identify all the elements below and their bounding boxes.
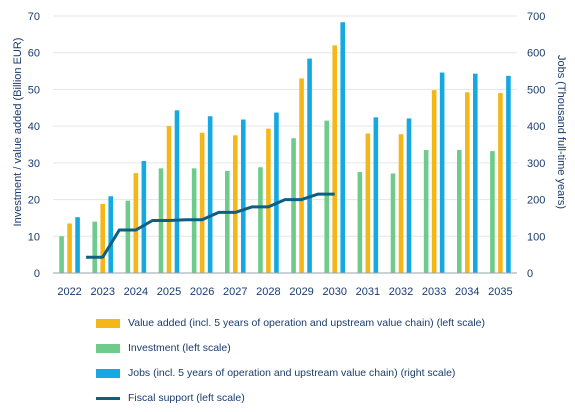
x-axis: 2022 2023 2024 2025 2026 2027 2028 2029 2030 2031… bbox=[53, 272, 517, 298]
bar-jobs bbox=[472, 73, 478, 274]
left-tick-label: 60 bbox=[28, 48, 40, 60]
bar-jobs bbox=[274, 112, 279, 274]
legend-item-jobs: Jobs (incl. 5 years of operation and ups… bbox=[96, 364, 455, 382]
x-tick-label: 2031 bbox=[356, 286, 380, 298]
bar-value-added bbox=[299, 78, 304, 274]
x-tick-label: 2035 bbox=[488, 286, 512, 298]
bar-value-added bbox=[232, 135, 238, 273]
bar-jobs bbox=[240, 119, 246, 273]
bar-value-added bbox=[100, 203, 106, 273]
bar-value-added bbox=[431, 90, 437, 273]
bar-value-added bbox=[166, 126, 172, 274]
legend-label: Value added (incl. 5 years of operation … bbox=[128, 317, 486, 329]
legend-item-value-added: Value added (incl. 5 years of operation … bbox=[96, 314, 485, 332]
bar-investment bbox=[456, 150, 462, 273]
bar-value-added bbox=[67, 223, 72, 273]
x-tick-label: 2030 bbox=[322, 286, 346, 298]
bar-value-added bbox=[464, 92, 470, 273]
left-tick-label: 70 bbox=[28, 11, 40, 23]
bar-jobs bbox=[141, 161, 147, 273]
bar-investment bbox=[224, 170, 230, 273]
legend-swatch bbox=[96, 368, 120, 378]
right-axis: 0 100 200 300 400 500 600 700 bbox=[527, 11, 545, 280]
gridlines bbox=[53, 15, 517, 274]
bar-value-added bbox=[498, 93, 503, 273]
x-tick-label: 2026 bbox=[190, 286, 214, 298]
bar-jobs bbox=[506, 75, 511, 273]
legend-item-fiscal: Fiscal support (left scale) bbox=[96, 389, 245, 407]
bar-jobs bbox=[174, 110, 180, 273]
x-tick-label: 2029 bbox=[289, 286, 313, 298]
bar-jobs bbox=[340, 22, 346, 274]
legend-label: Investment (left scale) bbox=[128, 342, 231, 354]
bar-value-added bbox=[365, 133, 371, 273]
bar-jobs bbox=[406, 118, 412, 273]
bar-jobs bbox=[439, 72, 445, 273]
bar-investment bbox=[490, 151, 495, 273]
bar-jobs bbox=[307, 58, 312, 274]
left-axis-title: Investment / value added (Billion EUR) bbox=[12, 38, 24, 227]
bar-investment bbox=[390, 173, 396, 273]
legend-swatch bbox=[96, 396, 120, 400]
bar-jobs bbox=[207, 116, 213, 273]
right-tick-label: 600 bbox=[527, 48, 545, 60]
left-tick-label: 0 bbox=[34, 268, 40, 280]
legend-swatch bbox=[96, 318, 120, 328]
x-tick-label: 2034 bbox=[455, 286, 479, 298]
right-tick-label: 100 bbox=[527, 231, 545, 243]
left-tick-label: 40 bbox=[28, 121, 40, 133]
right-tick-label: 400 bbox=[527, 121, 545, 133]
left-tick-label: 50 bbox=[28, 84, 40, 96]
left-tick-label: 20 bbox=[28, 195, 40, 207]
x-tick-label: 2027 bbox=[223, 286, 247, 298]
bar-investment bbox=[258, 167, 263, 273]
x-tick-label: 2022 bbox=[57, 286, 81, 298]
bars bbox=[59, 22, 511, 274]
x-tick-label: 2023 bbox=[90, 286, 114, 298]
bar-investment bbox=[357, 172, 363, 273]
fiscal-support-series bbox=[86, 192, 335, 259]
bar-jobs bbox=[373, 117, 379, 274]
left-tick-label: 30 bbox=[28, 158, 40, 170]
left-tick-label: 10 bbox=[28, 231, 40, 243]
bar-investment bbox=[92, 221, 98, 273]
bar-value-added bbox=[332, 45, 338, 273]
right-tick-label: 0 bbox=[527, 268, 533, 280]
x-tick-label: 2025 bbox=[157, 286, 181, 298]
legend-swatch bbox=[96, 343, 120, 353]
bar-jobs bbox=[108, 196, 114, 273]
x-tick-label: 2024 bbox=[124, 286, 148, 298]
bar-value-added bbox=[133, 173, 139, 273]
right-tick-label: 500 bbox=[527, 84, 545, 96]
right-axis-title: Jobs (Thousand full-time years) bbox=[555, 55, 567, 209]
x-tick-label: 2033 bbox=[422, 286, 446, 298]
bar-investment bbox=[59, 236, 64, 273]
right-tick-label: 200 bbox=[527, 195, 545, 207]
legend-label: Jobs (incl. 5 years of operation and ups… bbox=[128, 367, 456, 379]
right-tick-label: 300 bbox=[527, 158, 545, 170]
legend-item-investment: Investment (left scale) bbox=[96, 339, 231, 357]
bar-investment bbox=[423, 150, 429, 273]
bar-value-added bbox=[199, 132, 205, 273]
left-axis: 0 10 20 30 40 50 60 70 bbox=[28, 11, 40, 280]
right-tick-label: 700 bbox=[527, 11, 545, 23]
bar-value-added bbox=[398, 134, 404, 273]
bar-investment bbox=[291, 138, 296, 273]
bar-value-added bbox=[266, 128, 271, 273]
x-tick-label: 2032 bbox=[389, 286, 413, 298]
bar-investment bbox=[125, 200, 131, 273]
bar-jobs bbox=[75, 217, 80, 273]
legend-label: Fiscal support (left scale) bbox=[128, 392, 245, 404]
bar-investment bbox=[324, 120, 330, 273]
x-tick-label: 2028 bbox=[256, 286, 280, 298]
fiscal-support-line bbox=[86, 192, 335, 259]
